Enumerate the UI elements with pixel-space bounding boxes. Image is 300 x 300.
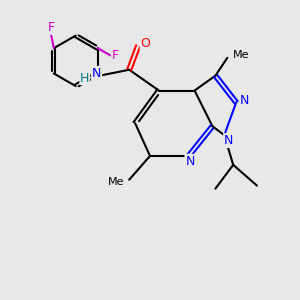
Text: N: N <box>224 134 233 147</box>
Text: N: N <box>92 67 101 80</box>
Text: F: F <box>47 21 54 34</box>
Text: F: F <box>112 49 119 62</box>
Text: N: N <box>240 94 249 107</box>
Text: H: H <box>80 72 89 85</box>
Text: N: N <box>185 155 195 168</box>
Text: O: O <box>141 37 151 50</box>
Text: Me: Me <box>108 177 125 187</box>
Text: Me: Me <box>232 50 249 61</box>
